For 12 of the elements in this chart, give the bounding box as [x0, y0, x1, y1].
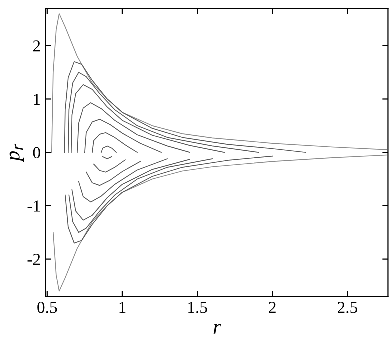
y-tick-label: -1 — [28, 200, 40, 212]
x-axis-title: r — [214, 324, 222, 334]
y-axis-title: p$_{r}$ — [10, 144, 24, 162]
x-tick-label: 2.5 — [338, 302, 358, 314]
y-tick-label: 0 — [33, 147, 40, 159]
y-tick-label: -2 — [28, 254, 40, 266]
x-tick-label: 2 — [269, 302, 276, 314]
x-tick-label: 1 — [120, 302, 126, 314]
y-tick-label: 1 — [34, 94, 40, 106]
y-tick-label: 2 — [33, 40, 40, 52]
x-tick-label: 0.5 — [38, 302, 58, 314]
x-tick-label: 1.5 — [188, 302, 208, 314]
